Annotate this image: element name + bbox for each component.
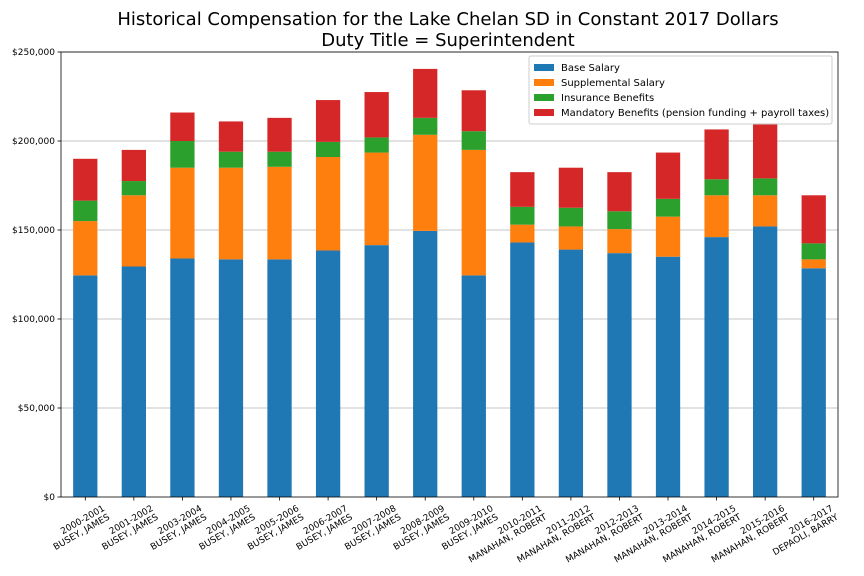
bar-segment-insurance-benefits — [655, 198, 681, 217]
bar-segment-insurance-benefits — [558, 207, 584, 227]
chart-title: Historical Compensation for the Lake Che… — [117, 9, 778, 30]
bar-segment-base-salary — [267, 259, 292, 497]
y-tick-label: $150,000 — [12, 226, 55, 236]
bar-segment-supplemental-salary — [413, 134, 438, 231]
y-tick-label: $250,000 — [12, 48, 55, 58]
bar-segment-mandatory-benefits-pension-funding-payroll-taxes — [753, 123, 778, 179]
bar-segment-mandatory-benefits-pension-funding-payroll-taxes — [315, 100, 341, 142]
bar-segment-insurance-benefits — [170, 141, 195, 168]
bar-segment-insurance-benefits — [461, 131, 486, 150]
y-tick-label: $200,000 — [12, 137, 55, 147]
bar-segment-insurance-benefits — [801, 243, 826, 260]
bar-segment-supplemental-salary — [704, 195, 729, 238]
legend-label: Supplemental Salary — [561, 78, 665, 89]
bar-segment-insurance-benefits — [704, 179, 729, 196]
bar-segment-mandatory-benefits-pension-funding-payroll-taxes — [413, 68, 438, 118]
bar-segment-supplemental-salary — [364, 152, 389, 246]
bar-segment-supplemental-salary — [121, 195, 146, 267]
plot-frame — [60, 51, 839, 498]
y-tick-label: $50,000 — [18, 404, 55, 414]
bar-segment-mandatory-benefits-pension-funding-payroll-taxes — [655, 152, 681, 199]
bar-segment-supplemental-salary — [801, 259, 826, 269]
bar-segment-base-salary — [315, 250, 341, 497]
chart-subtitle: Duty Title = Superintendent — [321, 30, 574, 51]
bar-segment-mandatory-benefits-pension-funding-payroll-taxes — [607, 172, 632, 212]
bar-segment-insurance-benefits — [73, 200, 98, 222]
bar-segment-base-salary — [655, 256, 681, 497]
legend-box — [528, 55, 833, 125]
legend-label: Base Salary — [561, 63, 620, 74]
bar-segment-mandatory-benefits-pension-funding-payroll-taxes — [461, 90, 486, 132]
bar-segment-insurance-benefits — [315, 141, 341, 158]
legend-swatch — [534, 94, 554, 101]
bar-segment-insurance-benefits — [121, 181, 146, 196]
bar-segment-base-salary — [461, 275, 486, 497]
bar-segment-insurance-benefits — [753, 178, 778, 196]
bar-segment-supplemental-salary — [315, 157, 341, 251]
bar-segment-mandatory-benefits-pension-funding-payroll-taxes — [73, 158, 98, 201]
bar-segment-base-salary — [704, 237, 729, 497]
bar-segment-mandatory-benefits-pension-funding-payroll-taxes — [170, 112, 195, 141]
bar-segment-base-salary — [170, 258, 195, 497]
bar-segment-supplemental-salary — [753, 195, 778, 227]
bar-segment-supplemental-salary — [170, 167, 195, 259]
bar-segment-supplemental-salary — [655, 216, 681, 257]
legend-label: Mandatory Benefits (pension funding + pa… — [561, 108, 829, 119]
bar-segment-supplemental-salary — [558, 226, 584, 250]
bar-segment-supplemental-salary — [73, 221, 98, 276]
bar-segment-insurance-benefits — [510, 206, 535, 225]
bar-segment-insurance-benefits — [364, 137, 389, 153]
bar-segment-base-salary — [121, 266, 146, 497]
legend: Base Salary Supplemental Salary Insurance … — [528, 55, 833, 125]
bar-segment-mandatory-benefits-pension-funding-payroll-taxes — [121, 149, 146, 182]
bar-segment-mandatory-benefits-pension-funding-payroll-taxes — [704, 129, 729, 180]
bar-segment-mandatory-benefits-pension-funding-payroll-taxes — [801, 195, 826, 244]
bar-segment-base-salary — [753, 226, 778, 497]
bar-segment-insurance-benefits — [413, 117, 438, 135]
bar-segment-insurance-benefits — [218, 151, 244, 168]
bar-segment-base-salary — [364, 245, 389, 497]
bar-segment-mandatory-benefits-pension-funding-payroll-taxes — [364, 92, 389, 138]
bar-segment-base-salary — [218, 259, 244, 497]
bar-segment-supplemental-salary — [510, 224, 535, 243]
bar-segment-mandatory-benefits-pension-funding-payroll-taxes — [218, 121, 244, 152]
bar-segment-mandatory-benefits-pension-funding-payroll-taxes — [510, 172, 535, 207]
legend-swatch — [534, 79, 554, 86]
bar-segment-supplemental-salary — [218, 167, 244, 260]
bar-segment-insurance-benefits — [607, 211, 632, 230]
y-tick-label: $0 — [44, 493, 56, 503]
bar-segment-base-salary — [413, 230, 438, 497]
bar-segment-base-salary — [558, 249, 584, 497]
bar-segment-mandatory-benefits-pension-funding-payroll-taxes — [558, 167, 584, 208]
y-tick-label: $100,000 — [12, 315, 55, 325]
legend-swatch — [534, 109, 554, 116]
legend-label: Insurance Benefits — [561, 93, 654, 104]
bar-segment-supplemental-salary — [607, 229, 632, 254]
bars — [73, 68, 826, 497]
bar-segment-supplemental-salary — [267, 166, 292, 260]
bar-segment-base-salary — [801, 268, 826, 497]
bar-segment-base-salary — [73, 275, 98, 497]
legend-swatch — [534, 64, 554, 71]
bar-segment-supplemental-salary — [461, 149, 486, 276]
bar-segment-base-salary — [607, 253, 632, 497]
bar-segment-insurance-benefits — [267, 151, 292, 167]
bar-segment-base-salary — [510, 242, 535, 497]
bar-segment-mandatory-benefits-pension-funding-payroll-taxes — [267, 117, 292, 152]
